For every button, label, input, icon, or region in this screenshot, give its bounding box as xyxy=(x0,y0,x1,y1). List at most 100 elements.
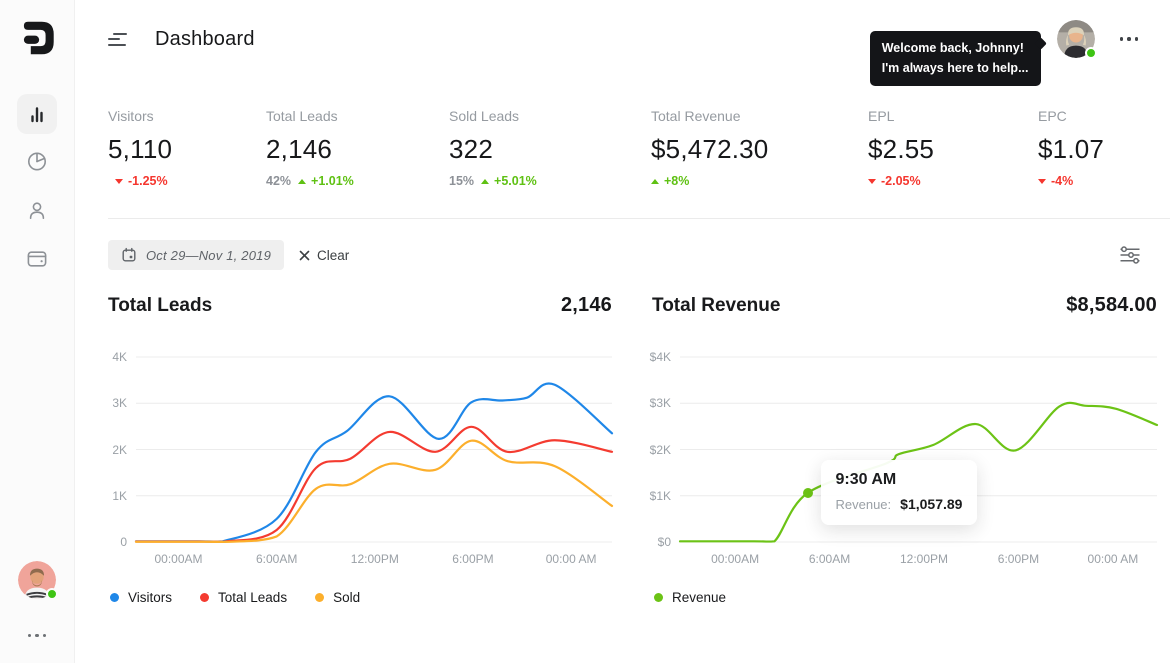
stat-total-leads: Total Leads 2,146 42% +1.01% xyxy=(266,108,449,188)
stat-sold-leads: Sold Leads 322 15% +5.01% xyxy=(449,108,651,188)
total-revenue-chart: Total Revenue $8,584.00 $0 $1K $2K $3K $4K 9… xyxy=(649,294,1157,605)
y-axis-label: $1K xyxy=(649,488,671,503)
legend-label: Visitors xyxy=(128,590,173,605)
stat-value: 5,110 xyxy=(108,134,173,164)
user-avatar[interactable] xyxy=(18,560,58,600)
chart-total-value: 2,146 xyxy=(560,294,612,316)
stat-epc: EPC $1.07 -4% xyxy=(1038,108,1104,188)
stat-label: EPL xyxy=(868,108,895,124)
stat-label: Total Leads xyxy=(266,108,338,124)
sidebar-item-analytics[interactable] xyxy=(17,94,57,134)
wallet-icon xyxy=(25,247,49,276)
chart-header: Total Leads 2,146 xyxy=(108,294,612,317)
chart-settings-button[interactable] xyxy=(1119,246,1141,264)
y-axis-label: 0 xyxy=(120,535,127,549)
hamburger-menu-icon[interactable] xyxy=(108,30,128,49)
date-range-value: Oct 29—Nov 1, 2019 xyxy=(146,247,271,263)
legend-item[interactable]: Revenue xyxy=(654,590,726,605)
y-axis-label: $2K xyxy=(649,442,671,457)
header-more-menu[interactable] xyxy=(1118,32,1141,46)
x-axis: 00:00AM 6:00AM 12:00PM 6:00PM 00:00 AM xyxy=(680,552,1157,568)
stat-visitors: Visitors 5,110 -1.25% xyxy=(108,108,266,188)
sidebar xyxy=(0,0,75,663)
close-icon xyxy=(299,250,310,261)
plot-area[interactable]: 9:30 AM Revenue: $1,057.89 xyxy=(680,357,1157,542)
x-axis-label: 6:00PM xyxy=(452,552,494,566)
stat-delta: 42% +1.01% xyxy=(266,174,449,188)
sidebar-more-menu[interactable] xyxy=(24,630,51,642)
y-axis: $0 $1K $2K $3K $4K xyxy=(649,350,680,549)
stat-label: EPC xyxy=(1038,108,1067,124)
charts-row: Total Leads 2,146 0 1K 2K 3K 4K 00:00AM 6:00A… xyxy=(108,294,1157,605)
stat-delta-value: -2.05% xyxy=(881,174,921,188)
x-axis-label: 12:00PM xyxy=(350,552,399,566)
trend-arrow-icon xyxy=(1038,178,1046,184)
date-range-filter[interactable]: Oct 29—Nov 1, 2019 xyxy=(108,240,284,270)
trend-arrow-icon xyxy=(115,178,123,184)
x-axis-label: 12:00PM xyxy=(899,552,949,566)
stat-value: 322 xyxy=(449,134,493,164)
sidebar-item-billing[interactable] xyxy=(17,241,57,281)
chart-tooltip: 9:30 AM Revenue: $1,057.89 xyxy=(820,460,978,526)
chart-plot: 0 1K 2K 3K 4K 00:00AM 6:00AM 12:00PM 6:00PM 00:0… xyxy=(108,350,612,568)
x-axis-label: 6:00AM xyxy=(255,552,298,566)
x-axis-label: 00:00 AM xyxy=(1087,552,1139,566)
x-axis-label: 00:00 AM xyxy=(545,552,597,566)
sidebar-item-reports[interactable] xyxy=(17,143,57,183)
stat-delta: 15% +5.01% xyxy=(449,174,651,188)
pie-chart-icon xyxy=(25,149,49,178)
trend-arrow-icon xyxy=(651,178,659,184)
stat-label: Sold Leads xyxy=(449,108,520,124)
stat-delta-value: +1.01% xyxy=(311,174,354,188)
stat-value: $1.07 xyxy=(1038,134,1105,164)
stat-delta: -1.25% xyxy=(108,174,266,188)
tooltip-time: 9:30 AM xyxy=(835,471,897,489)
plot-area[interactable] xyxy=(136,357,612,542)
stat-delta: +8% xyxy=(651,174,868,188)
y-axis-label: $4K xyxy=(649,350,671,364)
y-axis-label: $0 xyxy=(657,535,671,549)
stat-value: $2.55 xyxy=(868,134,935,164)
legend-label: Sold xyxy=(333,590,361,605)
y-axis-label: 2K xyxy=(112,442,127,457)
legend-item[interactable]: Total Leads xyxy=(200,590,287,605)
data-point-marker xyxy=(802,488,813,499)
tooltip-value: $1,057.89 xyxy=(900,496,963,513)
header: Dashboard Welcome back, Johnny! I'm alwa… xyxy=(108,0,1157,86)
online-status-dot xyxy=(46,587,58,600)
y-axis-label: 1K xyxy=(112,488,127,503)
legend-item[interactable]: Visitors xyxy=(110,590,172,605)
chart-legend: Revenue xyxy=(654,590,1157,605)
online-status-dot xyxy=(1084,47,1097,59)
stat-delta: -2.05% xyxy=(868,174,1038,188)
chart-title: Total Revenue xyxy=(652,295,781,316)
stat-share: 42% xyxy=(266,174,292,188)
app-logo xyxy=(16,17,58,59)
legend-dot-icon xyxy=(654,593,663,602)
clear-filter-button[interactable]: Clear xyxy=(299,248,349,263)
legend-label: Revenue xyxy=(672,590,727,605)
stat-delta-value: +8% xyxy=(664,174,690,188)
stat-epl: EPL $2.55 -2.05% xyxy=(868,108,1038,188)
stat-total-revenue: Total Revenue $5,472.30 +8% xyxy=(651,108,868,188)
sidebar-item-users[interactable] xyxy=(17,192,57,232)
total-leads-chart: Total Leads 2,146 0 1K 2K 3K 4K 00:00AM 6:00A… xyxy=(108,294,612,605)
trend-arrow-icon xyxy=(481,178,490,184)
legend-label: Total Leads xyxy=(218,590,288,605)
legend-dot-icon xyxy=(315,593,325,602)
profile-avatar[interactable] xyxy=(1056,20,1097,59)
sidebar-nav xyxy=(17,94,57,281)
tooltip-label: Revenue: xyxy=(835,497,892,513)
chart-plot: $0 $1K $2K $3K $4K 9:30 AM Revenue: $1,057.8… xyxy=(649,350,1157,568)
stats-row: Visitors 5,110 -1.25% Total Leads 2,146 … xyxy=(108,108,1170,219)
stat-delta: -4% xyxy=(1038,174,1104,188)
assistant-tooltip[interactable]: Welcome back, Johnny! I'm always here to… xyxy=(869,30,1041,86)
assistant-tooltip-line1: Welcome back, Johnny! xyxy=(881,40,1024,55)
page-title: Dashboard xyxy=(155,27,255,50)
x-axis-label: 00:00AM xyxy=(154,552,203,566)
x-axis-label: 6:00AM xyxy=(808,552,851,566)
legend-item[interactable]: Sold xyxy=(315,590,360,605)
trend-arrow-icon xyxy=(868,178,876,184)
bar-chart-icon xyxy=(25,100,49,129)
